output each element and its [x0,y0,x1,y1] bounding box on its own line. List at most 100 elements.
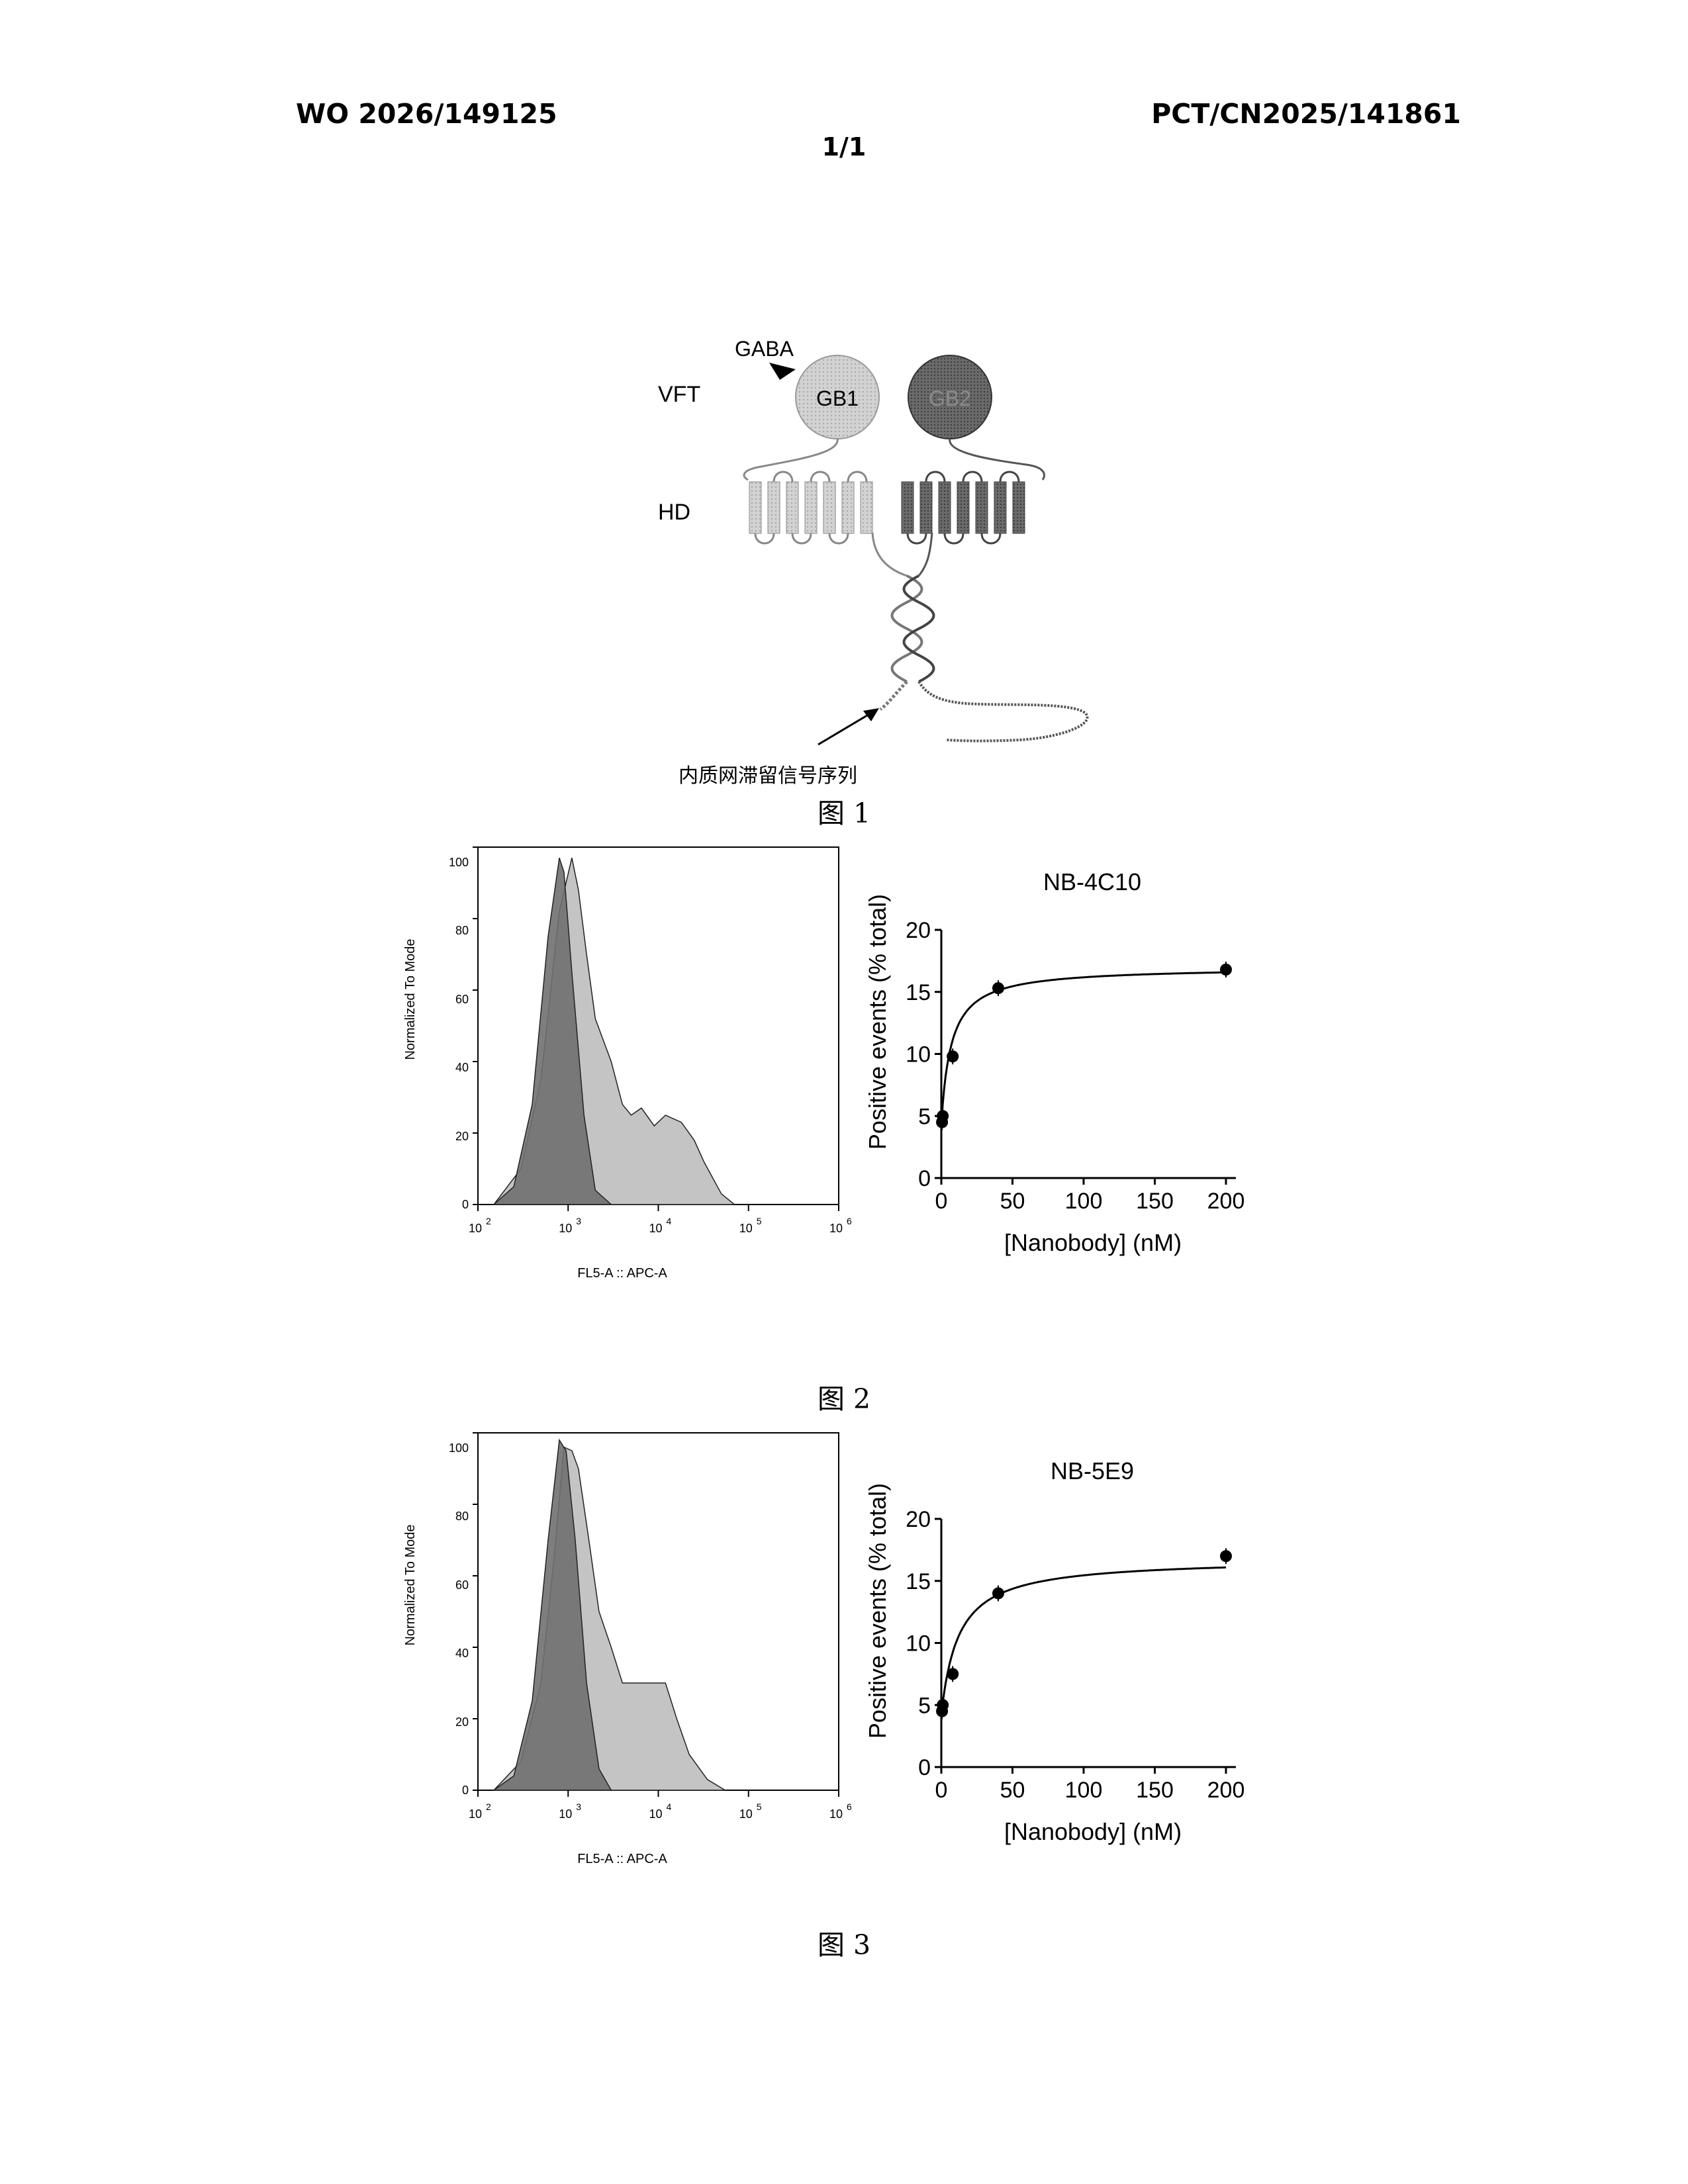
transmembrane-helix [768,482,780,533]
binding-x-tick-label: 50 [1000,1189,1025,1214]
histogram-x-tick-label: 10 [829,1807,843,1821]
helix-loop [982,533,1000,543]
binding-data-point [947,1050,959,1062]
transmembrane-helix [1013,482,1025,533]
transmembrane-helix [994,482,1006,533]
histogram-y-axis-label: Normalized To Mode [403,938,418,1060]
figure-2-binding-curve: NB-4C10 Positive events (% total) [Nanob… [847,854,1271,1277]
binding-y-tick-label: 15 [906,1569,931,1594]
gb1-tail [880,682,907,709]
transmembrane-helix [749,482,761,533]
histogram-y-tick-label: 20 [455,1715,469,1729]
helix-loop [829,533,848,543]
transmembrane-helix [939,482,951,533]
transmembrane-helix [823,482,835,533]
binding-data-point [947,1668,959,1680]
helix-loop [908,533,926,543]
histogram-y-tick-label: 60 [455,993,469,1006]
binding-data-point [1220,1550,1232,1562]
hd-label: HD [658,500,690,525]
gb2-label: GB2 [929,387,971,410]
gb2-transmembrane-domain [902,472,1025,543]
histogram-x-tick-exponent: 3 [576,1801,581,1812]
binding-title: NB-5E9 [1051,1457,1134,1484]
histogram-x-tick-exponent: 4 [667,1216,672,1226]
transmembrane-helix [805,482,817,533]
histogram-y-axis-label: Normalized To Mode [403,1524,418,1645]
binding-y-tick-label: 0 [918,1755,931,1780]
helix-loop [774,472,792,482]
binding-data-point [937,1699,949,1711]
histogram-y-tick-labels: 0 20 40 60 80 100 [449,856,469,1211]
binding-data-point [992,982,1004,994]
binding-y-tick-label: 15 [906,980,931,1005]
histogram-y-tick-label: 80 [455,924,469,937]
binding-data-point [992,1588,1004,1600]
transmembrane-helix [786,482,798,533]
binding-x-tick-label: 100 [1065,1189,1103,1214]
helix-loop [963,472,982,482]
binding-y-tick-label: 0 [918,1166,931,1191]
gb1-linker [744,439,837,480]
er-signal-arrowhead-icon [863,708,879,721]
histogram-x-tick-label: 10 [559,1222,572,1235]
gaba-arrow-icon [769,363,796,380]
histogram-x-tick-exponent: 2 [486,1216,491,1226]
histogram-y-tick-label: 40 [455,1647,469,1660]
binding-y-axis-label: Positive events (% total) [864,894,891,1150]
gb1-c-terminus [872,533,907,576]
histogram-y-tick-label: 0 [462,1198,469,1211]
helix-loop [811,472,829,482]
histogram-x-tick-label: 10 [649,1807,662,1821]
histogram-y-tick-label: 0 [462,1784,469,1797]
er-retention-signal-label: 内质网滞留信号序列 [679,765,857,787]
binding-y-tick-label: 5 [918,1693,931,1718]
binding-fit-curve [941,972,1226,1123]
helix-loop [945,533,963,543]
binding-y-tick-label: 10 [906,1631,931,1657]
vft-label: VFT [658,382,700,407]
gb1-label: GB1 [816,387,859,410]
transmembrane-helix [902,482,914,533]
binding-data-point [1220,964,1232,976]
histogram-x-tick-label: 10 [559,1807,572,1821]
histogram-y-tick-labels: 0 20 40 60 80 100 [449,1441,469,1797]
binding-x-tick-label: 150 [1136,1778,1174,1803]
binding-y-tick-label: 20 [906,918,931,943]
binding-fit-curve [941,1567,1226,1715]
figure-2-caption: 图 2 [0,1377,1688,1416]
histogram-x-tick-exponent: 3 [576,1216,581,1226]
histogram-x-tick-exponent: 2 [486,1801,491,1812]
helix-loop [1000,472,1019,482]
histogram-y-tick-label: 40 [455,1061,469,1074]
histogram-x-tick-exponent: 5 [757,1216,762,1226]
gb1-transmembrane-domain [749,472,872,543]
figure-2-histogram: Normalized To Mode FL5-A :: APC-A 0 20 4… [397,847,861,1304]
binding-x-tick-label: 100 [1065,1778,1103,1803]
er-signal-arrow [818,711,874,745]
binding-y-tick-label: 5 [918,1104,931,1129]
sheet-number: 1/1 [0,132,1688,161]
histogram-y-tick-label: 80 [455,1510,469,1523]
binding-y-axis-label: Positive events (% total) [864,1483,891,1739]
figure-1-caption: 图 1 [0,791,1688,831]
histogram-x-axis-label: FL5-A :: APC-A [577,1852,667,1866]
binding-x-tick-label: 200 [1207,1778,1245,1803]
transmembrane-helix [861,482,872,533]
histogram-x-tick-label: 10 [739,1222,753,1235]
publication-number: WO 2026/149125 [296,98,557,130]
transmembrane-helix [957,482,969,533]
binding-title: NB-4C10 [1043,868,1141,895]
histogram-y-tick-label: 100 [449,1441,469,1455]
binding-x-axis-label: [Nanobody] (nM) [1004,1818,1182,1845]
figure-3-histogram: Normalized To Mode FL5-A :: APC-A 0 20 4… [397,1433,861,1889]
histogram-x-tick-label: 10 [829,1222,843,1235]
histogram-x-tick-label: 10 [649,1222,662,1235]
binding-y-tick-label: 10 [906,1042,931,1068]
histogram-x-tick-label: 10 [739,1807,753,1821]
binding-x-tick-label: 0 [935,1778,948,1803]
histogram-x-tick-label: 10 [469,1222,482,1235]
binding-data-point [937,1110,949,1122]
binding-x-tick-label: 150 [1136,1189,1174,1214]
transmembrane-helix [920,482,932,533]
